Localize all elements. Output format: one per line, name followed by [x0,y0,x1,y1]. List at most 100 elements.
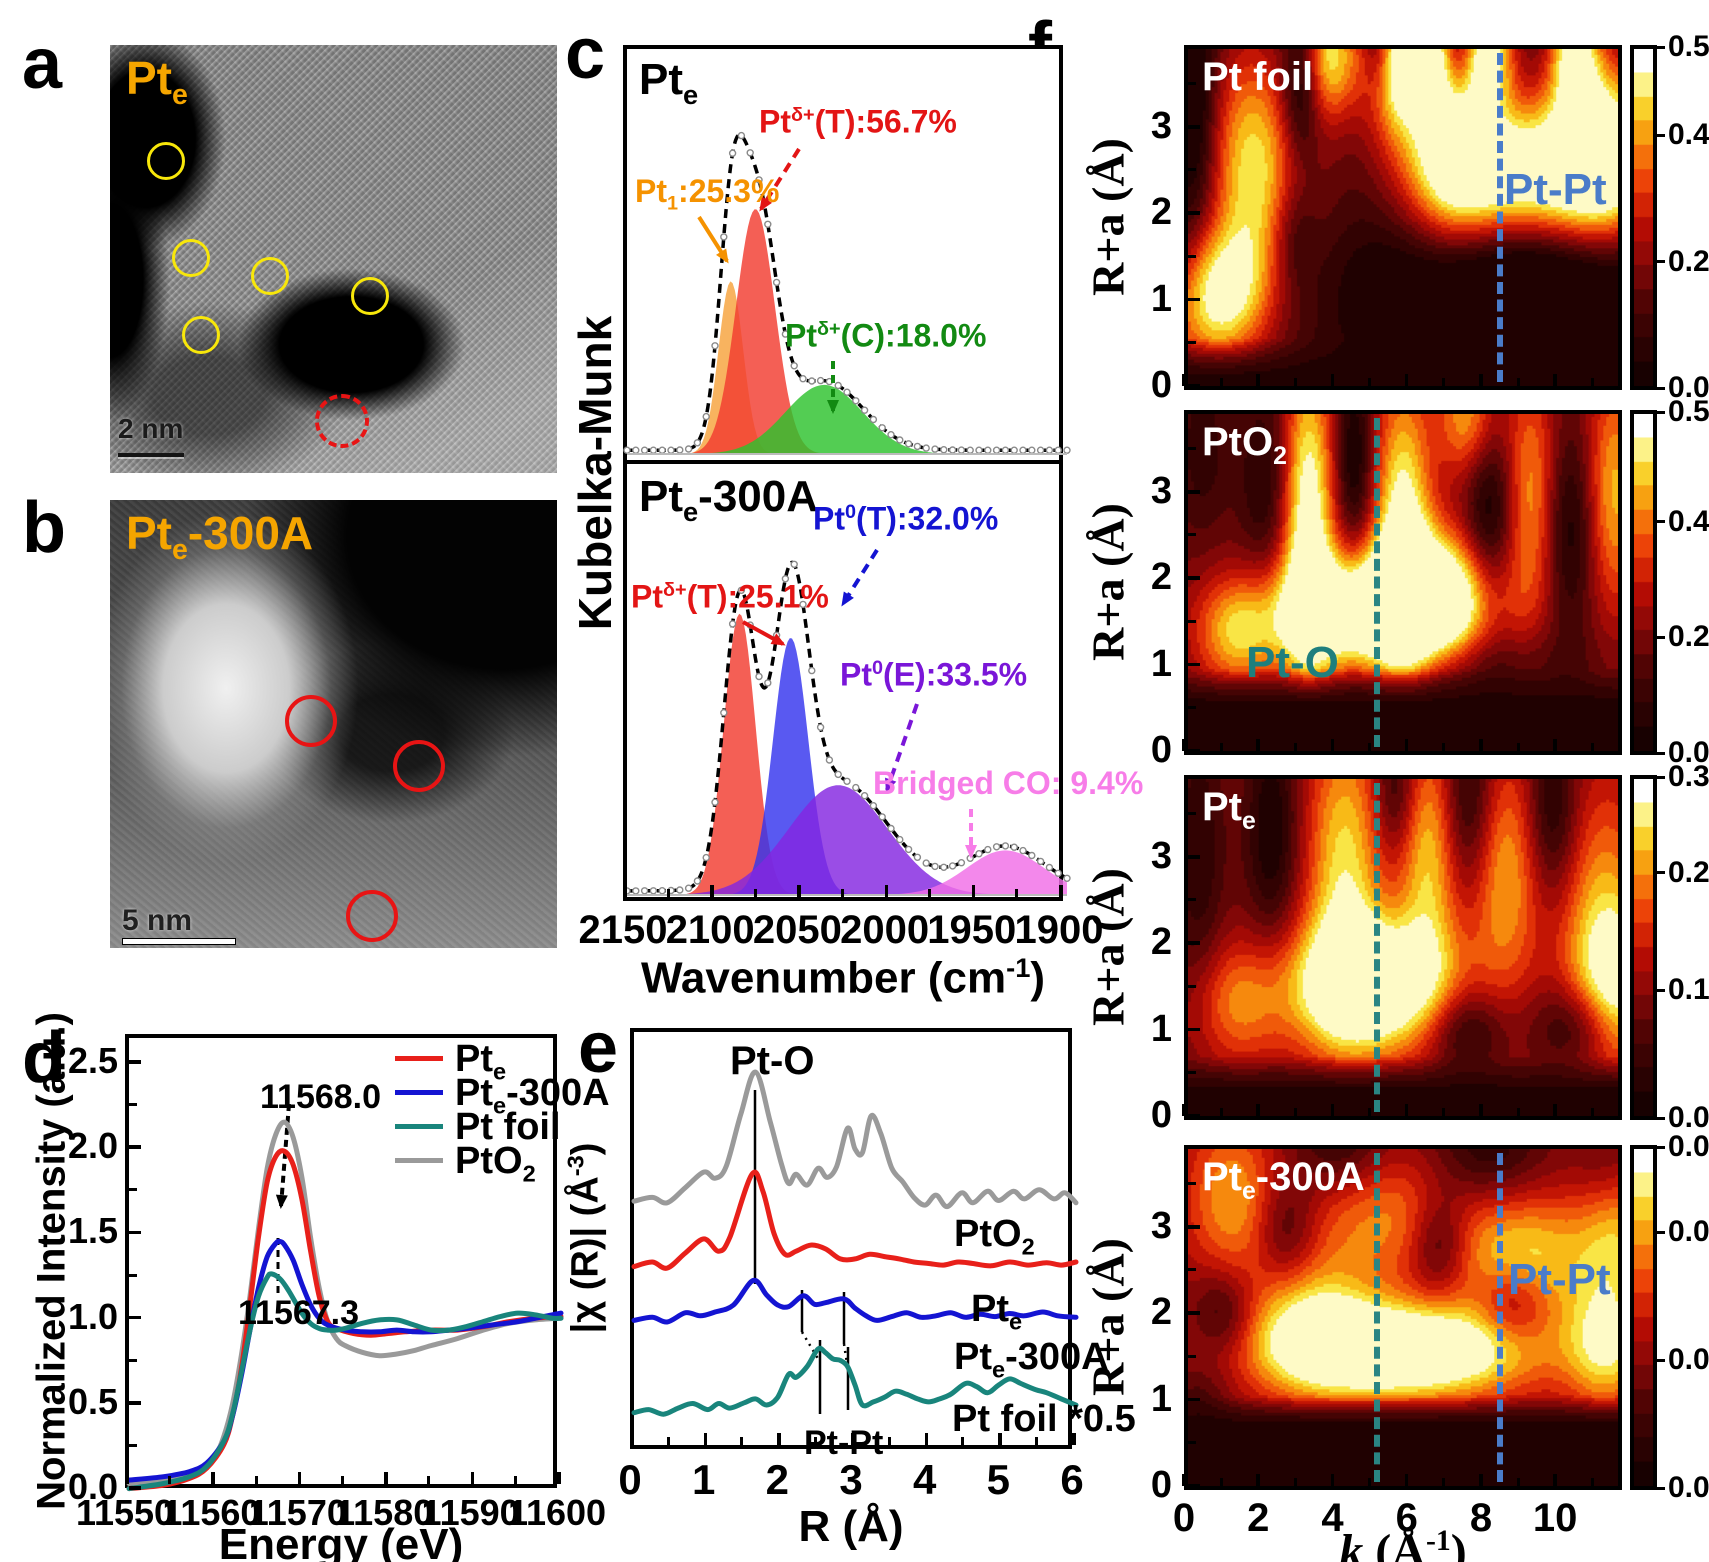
colorbar-canvas-2 [1634,779,1653,1116]
f-y-tick-minor [1188,984,1196,988]
f-y-tick-minor [1188,1071,1196,1075]
colorbar-tick-label: 0.00 [1668,736,1709,769]
legend-line-sample [395,1090,443,1095]
d-y-tick-label: 1.0 [67,1295,118,1337]
curve-label-0: PtO2 [954,1213,1035,1260]
c-x-tick-minor [666,889,670,897]
f-x-tick-minor [1516,743,1520,751]
panel-e-letter: e [578,1008,619,1088]
e-x-tick-major [998,1433,1002,1445]
f-x-tick-minor [1442,378,1446,386]
colorbar-tick-label: 0.00 [1668,1471,1709,1504]
colorbar-1 [1630,410,1657,755]
f-x-tick-minor [1368,743,1372,751]
d-y-tick-minor [129,1273,137,1277]
f-x-tick-major [1404,374,1409,386]
colorbar-tick [1657,1230,1665,1234]
f-y-tick-label: 3 [1150,1204,1172,1247]
f-y-tick-label: 0 [1150,364,1172,406]
yellow-circle-marker [172,239,210,277]
d-y-tick-major [129,1486,141,1490]
colorbar-tick-label: 0.06 [1668,1215,1709,1249]
c-x-tick-minor [1015,889,1019,897]
f-x-tick-major [1256,1104,1260,1116]
f-y-tick-minor [1188,1182,1196,1186]
d-x-tick-label: 11560 [162,1492,261,1533]
d-y-tick-minor [129,1103,137,1107]
f-x-tick-minor [1293,1108,1297,1116]
f-y-axis-label-0: R+a (Å) [1082,138,1134,296]
peak-annotation-2: Pt0(E):33.5% [840,656,1028,693]
f-y-tick-minor [1188,168,1196,172]
curve-label-1: Pte [971,1288,1023,1335]
legend-label-2: Pt foil [455,1106,561,1148]
e-x-tick-label: 3 [839,1456,863,1503]
panel-b-letter: b [22,488,66,568]
f-y-tick-label: 2 [1150,191,1172,234]
e-x-tick-minor [1035,1437,1039,1445]
e-x-tick-minor [666,1437,670,1445]
peak-annotation-0: Ptδ+(T):25.1% [631,578,829,615]
tem-image-pte: Pte 2 nm [110,45,557,473]
colorbar-0 [1630,45,1657,390]
c-x-tick-label: 2000 [840,908,930,952]
f-x-tick-major [1256,739,1260,751]
exafs-annotation-pt-pt: Pt-Pt [804,1424,884,1462]
f-x-tick-minor [1219,378,1223,386]
colorbar-tick-label: 0.00 [1668,1101,1709,1134]
wavelet-canvas-0 [1188,49,1618,386]
d-y-tick-major [129,1230,141,1235]
peak-annotation-1: Pt0(T):32.0% [813,500,999,537]
f-y-tick-minor [1188,1268,1196,1272]
colorbar-tick-label: 0.20 [1668,620,1709,654]
d-x-tick-minor [168,1476,172,1484]
scalebar-text-a: 2 nm [118,413,184,444]
f-y-tick-major [1188,490,1200,494]
wavelet-canvas-3 [1188,1149,1618,1486]
legend-line-sample [395,1158,443,1163]
f-x-tick-label: 4 [1321,1496,1344,1540]
d-x-tick-label: 11600 [507,1492,607,1533]
f-y-tick-label: 2 [1150,556,1172,599]
colorbar-tick [1657,260,1665,264]
e-x-tick-major [1072,1433,1076,1445]
c-x-tick-minor [928,889,932,897]
colorbar-tick [1657,1486,1665,1490]
xanes-svg [126,1103,564,1492]
f-y-tick-label: 0 [1150,1094,1172,1136]
c-y-axis-label: Kubelka-Munk [569,315,621,631]
yellow-circle-marker [351,277,389,315]
xanes-plot [125,1034,564,1492]
d-y-tick-minor [129,1443,137,1447]
colorbar-tick [1657,751,1665,755]
f-x-tick-minor [1442,1478,1446,1486]
e-x-tick-label: 1 [691,1456,716,1503]
scalebar-line-b [122,938,236,945]
f-y-tick-label: 1 [1150,642,1172,685]
f-x-tick-label: 8 [1469,1496,1493,1540]
d-x-tick-major [125,1472,129,1484]
f-y-tick-minor [1188,341,1196,345]
f-y-tick-major [1188,941,1200,945]
d-x-tick-major [211,1472,215,1484]
d-y-tick-major [129,1060,141,1064]
drifts-plot-pte: Pte Pt1:25.3% Ptδ+(T):56.7% Ptδ+(C):18.0% [623,45,1071,460]
wavelet-dashed-line-1-0 [1374,418,1381,747]
f-x-tick-minor [1293,1478,1297,1486]
f-y-tick-minor [1188,1354,1196,1358]
c-x-tick-label: 2050 [752,908,842,952]
legend-label-1: Pte-300A [455,1072,610,1119]
f-x-tick-minor [1219,1478,1223,1486]
f-x-tick-minor [1219,1108,1223,1116]
xanes-annotation-11567: 11567.3 [238,1294,360,1332]
red-dashed-circle-marker [315,394,369,448]
colorbar-tick [1657,635,1665,639]
scalebar-text-b: 5 nm [122,904,193,937]
d-y-tick-major [129,1401,141,1405]
wavelet-canvas-1 [1188,414,1618,751]
c-x-tick-label: 2100 [665,908,755,952]
f-y-tick-label: 0 [1150,729,1172,771]
e-x-tick-major [851,1433,855,1445]
f-x-tick-minor [1293,743,1297,751]
d-x-tick-major [557,1472,561,1484]
